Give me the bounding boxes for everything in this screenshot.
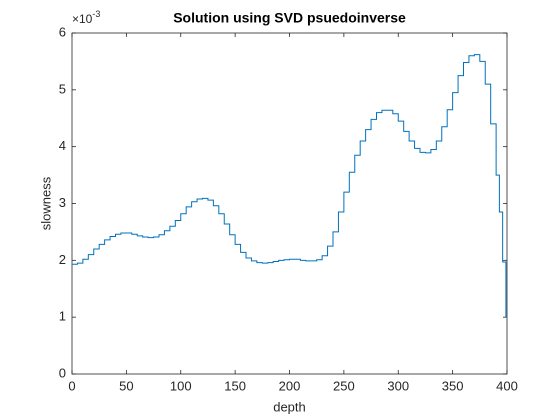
x-tick-label: 200 (279, 378, 301, 393)
y-tick-label: 3 (59, 195, 66, 210)
axes-box (71, 32, 508, 375)
y-tick-label: 6 (59, 24, 66, 39)
y-tick-label: 4 (59, 138, 66, 153)
exponent-base: ×10 (72, 12, 93, 26)
x-tick-label: 300 (387, 378, 409, 393)
x-tick-label: 50 (119, 378, 133, 393)
x-tick-label: 0 (68, 378, 75, 393)
exponent-power: -3 (92, 9, 100, 19)
chart-title: Solution using SVD psuedoinverse (173, 10, 406, 26)
y-exponent: ×10-3 (72, 9, 100, 26)
stairs-line (72, 54, 507, 318)
x-tick-label: 100 (170, 378, 192, 393)
x-tick-label: 350 (442, 378, 464, 393)
x-tick-label: 250 (333, 378, 355, 393)
y-tick-label: 0 (59, 365, 66, 380)
y-axis-label: slowness (38, 176, 53, 230)
y-tick-label: 2 (59, 252, 66, 267)
x-axis-label: depth (273, 399, 306, 414)
x-tick-label: 400 (496, 378, 518, 393)
x-tick-label: 150 (224, 378, 246, 393)
y-tick-label: 5 (59, 81, 66, 96)
y-tick-label: 1 (59, 309, 66, 324)
